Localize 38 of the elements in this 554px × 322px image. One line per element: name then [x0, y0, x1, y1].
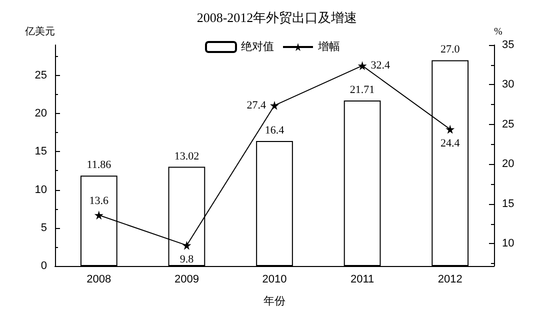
data-label: 13.6	[89, 195, 110, 208]
y-tick-label: 25	[34, 69, 47, 82]
y2-tick-label: 35	[502, 39, 514, 51]
y2-axis-title: %	[494, 26, 502, 38]
data-label: 32.4	[370, 60, 391, 72]
chart-title: 2008-2012年外贸出口及增速	[196, 10, 358, 25]
legend-label: 绝对值	[241, 40, 274, 53]
data-label: 24.4	[440, 137, 460, 150]
y-tick-label: 15	[34, 146, 47, 158]
y-tick-label: 10	[34, 184, 47, 196]
point	[446, 124, 455, 134]
x-axis-title: 年份	[264, 296, 286, 308]
y-tick-label: 5	[40, 222, 47, 234]
y2-tick-label: 30	[502, 78, 514, 91]
point	[358, 61, 367, 70]
data-label: 27.4	[246, 99, 266, 112]
data-label: 11.86	[86, 159, 112, 172]
data-label: 21.71	[350, 84, 375, 96]
y-tick-label: 0	[40, 260, 47, 272]
data-label: 27.0	[440, 44, 460, 56]
x-tick-label: 2008	[86, 274, 112, 286]
point	[94, 210, 104, 220]
data-label: 9.8	[180, 253, 194, 266]
x-tick-label: 2009	[174, 274, 199, 286]
x-tick-label: 2012	[438, 274, 462, 286]
y-axis-title: 亿美元	[24, 26, 55, 38]
x-tick-label: 2011	[350, 274, 374, 286]
y2-tick-label: 15	[502, 198, 514, 210]
y-tick-label: 20	[34, 108, 47, 120]
y2-tick-label: 20	[502, 158, 514, 170]
y2-tick-label: 25	[502, 118, 514, 130]
x-tick-label: 2010	[262, 274, 287, 286]
legend-label: 增幅	[317, 41, 340, 53]
data-label: 13.02	[174, 150, 200, 162]
point	[182, 240, 192, 250]
y2-tick-label: 10	[502, 238, 514, 250]
data-label: 16.4	[264, 124, 285, 137]
point	[270, 100, 279, 110]
